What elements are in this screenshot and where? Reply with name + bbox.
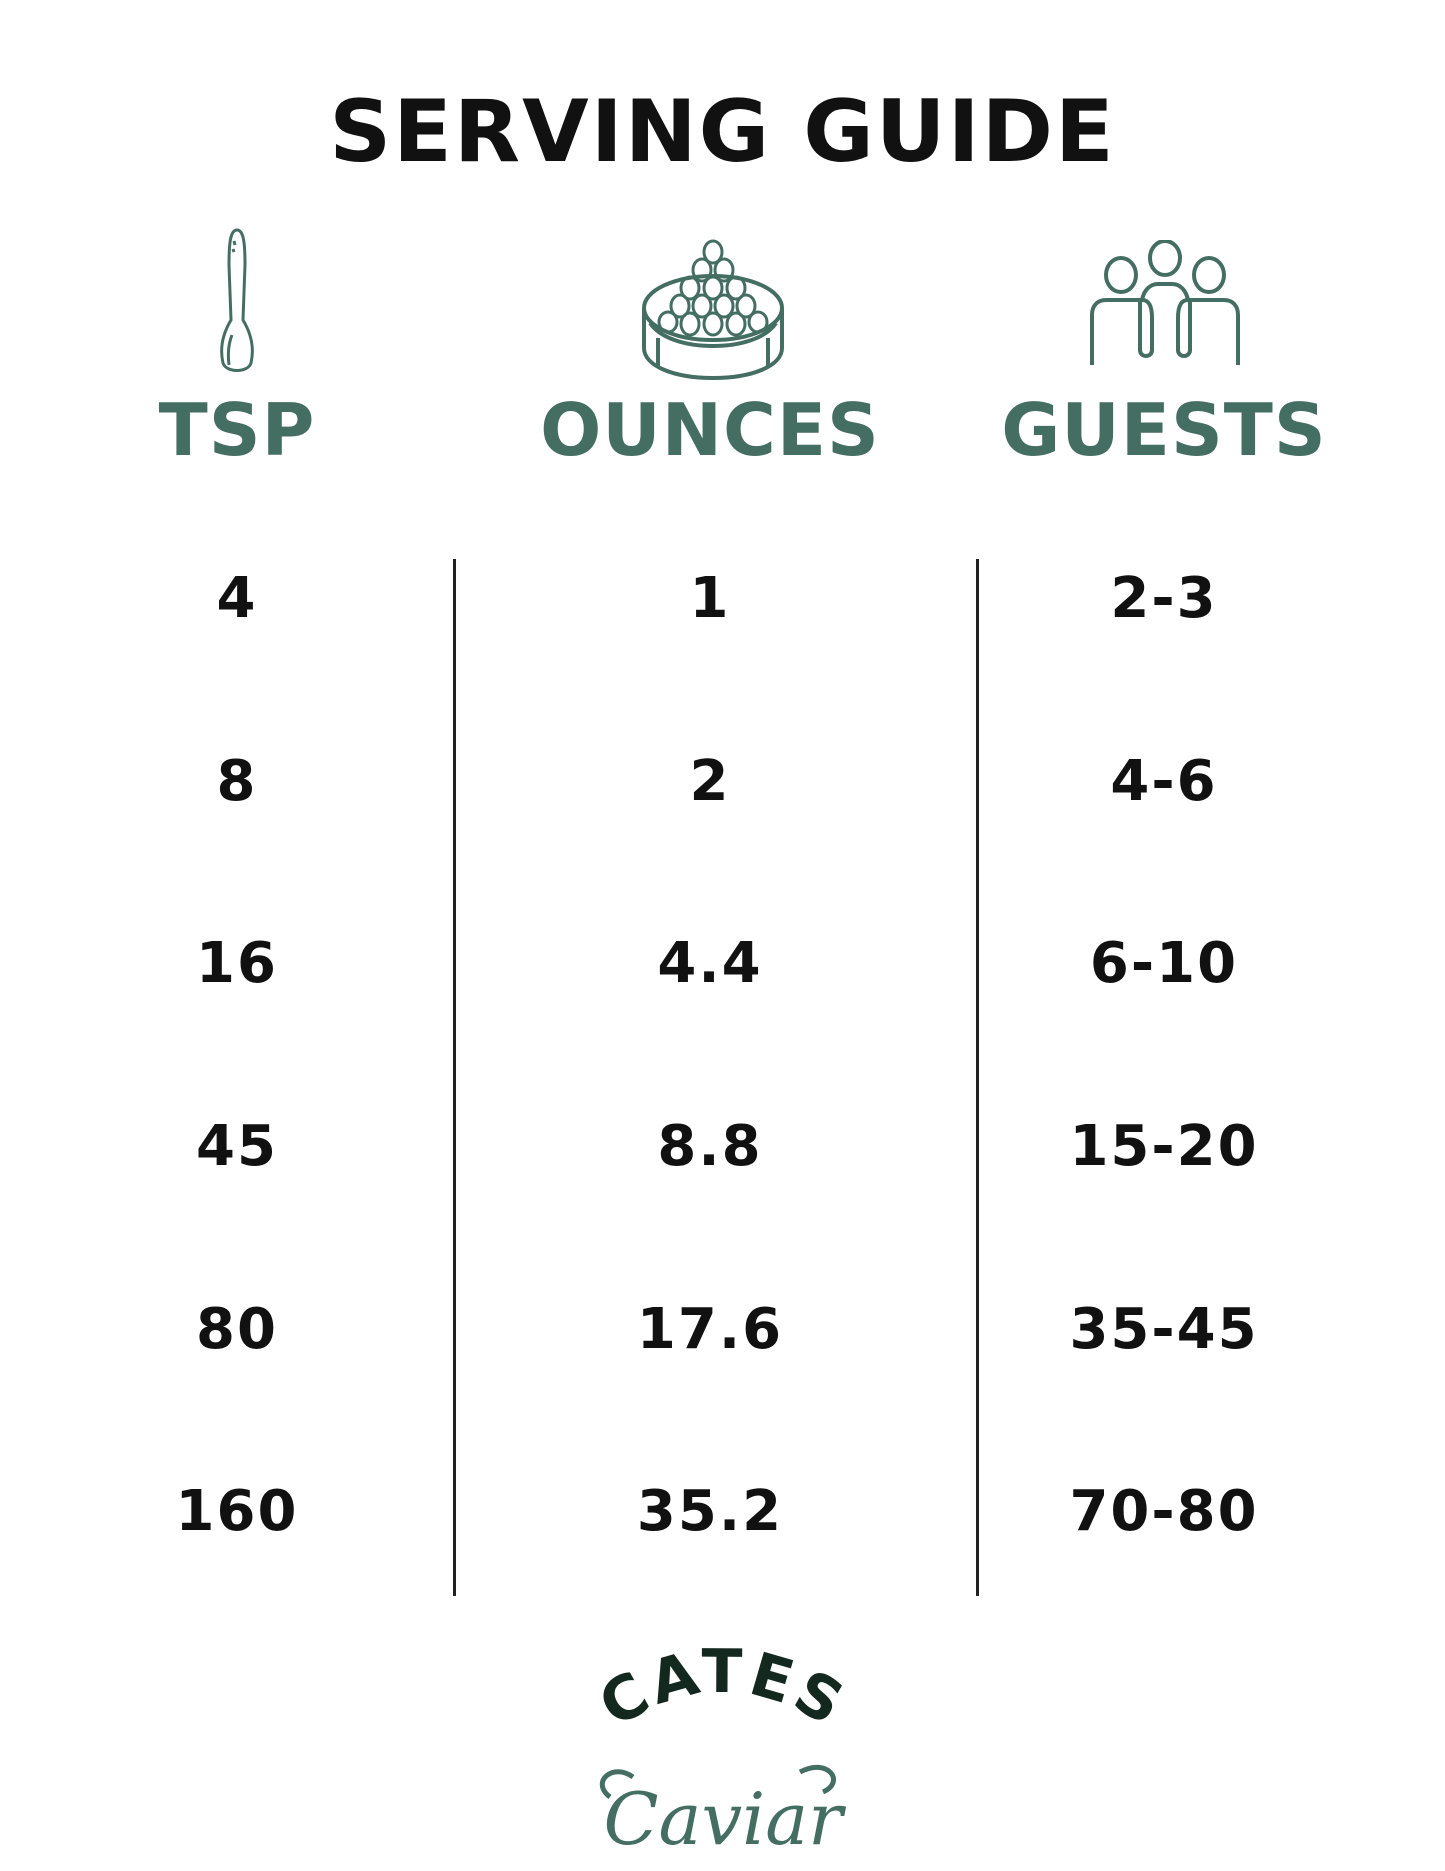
- cates-caviar-logo: CATES Caviar: [588, 1637, 858, 1861]
- cell-ounces: 2: [689, 749, 731, 814]
- cell-guests: 35-45: [1069, 1297, 1259, 1362]
- cell-guests: 2-3: [1110, 566, 1218, 631]
- logo-line1: CATES: [588, 1637, 858, 1741]
- cell-guests: 4-6: [1110, 749, 1218, 814]
- logo-line1-path: CATES: [588, 1637, 854, 1741]
- cell-guests: 6-10: [1089, 931, 1239, 996]
- page-title: SERVING GUIDE: [329, 82, 1116, 182]
- cell-tsp: 8: [216, 749, 258, 814]
- cell-guests: 15-20: [1069, 1114, 1259, 1179]
- cell-tsp: 45: [196, 1114, 278, 1179]
- cell-tsp: 4: [216, 566, 258, 631]
- cell-ounces: 1: [689, 566, 731, 631]
- cell-tsp: 160: [175, 1479, 299, 1544]
- cell-guests: 70-80: [1069, 1479, 1259, 1544]
- column-header-tsp: TSP: [158, 388, 316, 472]
- cell-tsp: 16: [196, 931, 278, 996]
- logo-line2: Caviar: [603, 1777, 846, 1861]
- people-group-icon: [1090, 240, 1240, 365]
- column-divider: [976, 559, 979, 1596]
- cell-ounces: 4.4: [657, 931, 763, 996]
- cell-tsp: 80: [196, 1297, 278, 1362]
- column-divider: [453, 559, 456, 1596]
- spoon-icon: [220, 228, 254, 372]
- cell-ounces: 35.2: [636, 1479, 784, 1544]
- column-header-ounces: OUNCES: [540, 388, 880, 472]
- cell-ounces: 8.8: [657, 1114, 763, 1179]
- cell-ounces: 17.6: [636, 1297, 784, 1362]
- caviar-tin-icon: [642, 239, 784, 381]
- column-header-guests: GUESTS: [1001, 388, 1327, 472]
